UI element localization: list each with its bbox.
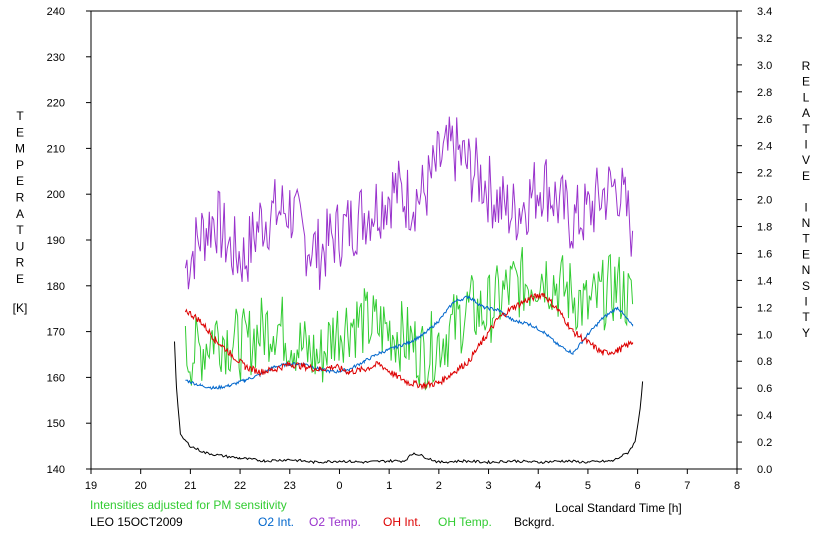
- y-left-label-letter: E: [16, 272, 24, 286]
- y-right-tick-label: 1.6: [757, 248, 772, 260]
- y-right-tick-label: 0.8: [757, 356, 772, 368]
- y-left-label-letter: A: [16, 207, 24, 221]
- legend-entry-bckgrd: Bckgrd.: [514, 515, 555, 529]
- y-left-unit: [K]: [13, 301, 28, 315]
- y-left-tick-label: 230: [47, 52, 65, 64]
- y-left-label-letter: R: [16, 256, 25, 270]
- y-left-label-letter: M: [15, 142, 25, 156]
- y-right-label-letter: E: [802, 247, 810, 261]
- y-right-label-letter: T: [802, 310, 810, 324]
- y-right-label-letter: V: [802, 153, 810, 167]
- x-tick-label: 4: [535, 480, 541, 492]
- y-right-tick-label: 0.2: [757, 437, 772, 449]
- y-right-label-letter: I: [804, 200, 807, 214]
- y-right-tick-label: 0.6: [757, 383, 772, 395]
- y-right-tick-label: 3.2: [757, 33, 772, 45]
- y-right-label-letter: R: [802, 59, 811, 73]
- series-group: [174, 116, 644, 465]
- y-right-tick-label: 0.0: [757, 464, 772, 476]
- y-left-tick-label: 190: [47, 235, 65, 247]
- series-line-oh-int: [184, 292, 634, 391]
- x-tick-label: 0: [336, 480, 342, 492]
- x-tick-label: 7: [684, 480, 690, 492]
- y-left-tick-label: 180: [47, 281, 65, 293]
- series-line-bckgrd: [174, 341, 644, 465]
- y-left-tick-label: 150: [47, 418, 65, 430]
- x-tick-label: 19: [85, 480, 97, 492]
- y-right-tick-label: 2.8: [757, 87, 772, 99]
- legend-entry-o2-temp: O2 Temp.: [309, 515, 361, 529]
- y-right-label-letter: E: [802, 75, 810, 89]
- x-axis-label: Local Standard Time [h]: [555, 501, 682, 515]
- axes: 19 20 21 22 23 0 1 2 3 4 5 6 7 8140150160170180190200…: [47, 6, 773, 492]
- y-left-tick-label: 200: [47, 189, 65, 201]
- y-right-label-letter: Y: [802, 326, 810, 340]
- y-right-label-letter: N: [802, 263, 811, 277]
- sensitivity-note: Intensities adjusted for PM sensitivity: [90, 498, 287, 512]
- y-left-tick-label: 140: [47, 464, 65, 476]
- legend-entry-oh-int: OH Int.: [383, 515, 421, 529]
- y-right-tick-label: 3.4: [757, 6, 772, 18]
- y-right-label-letter: S: [802, 279, 810, 293]
- y-right-tick-label: 0.4: [757, 410, 772, 422]
- series-line-o2-int: [185, 294, 634, 391]
- y-right-label-letter: A: [802, 106, 810, 120]
- y-left-label-letter: U: [16, 239, 25, 253]
- y-left-label-letter: T: [16, 223, 24, 237]
- y-left-tick-label: 170: [47, 327, 65, 339]
- y-left-tick-label: 160: [47, 372, 65, 384]
- legend-entry-o2-int: O2 Int.: [258, 515, 294, 529]
- series-line-oh-temp: [184, 247, 634, 391]
- y-right-label-letter: T: [802, 232, 810, 246]
- y-right-tick-label: 3.0: [757, 60, 772, 72]
- legend-entry-oh-temp: OH Temp.: [438, 515, 492, 529]
- y-right-label-letter: L: [803, 90, 810, 104]
- y-left-tick-label: 220: [47, 98, 65, 110]
- x-tick-label: 1: [386, 480, 392, 492]
- series-line-o2-temp: [184, 116, 634, 290]
- y-right-tick-label: 1.0: [757, 329, 772, 341]
- y-left-label-letter: P: [16, 158, 24, 172]
- legend: Intensities adjusted for PM sensitivity L…: [90, 498, 682, 529]
- y-right-tick-label: 2.0: [757, 195, 772, 207]
- x-tick-label: 5: [585, 480, 591, 492]
- x-tick-label: 23: [284, 480, 296, 492]
- plot-frame: [90, 10, 738, 470]
- x-tick-label: 8: [734, 480, 740, 492]
- station-date: LEO 15OCT2009: [90, 515, 183, 529]
- y-right-tick-label: 2.4: [757, 141, 772, 153]
- x-tick-label: 6: [635, 480, 641, 492]
- y-right-tick-label: 1.8: [757, 222, 772, 234]
- y-right-tick-label: 1.4: [757, 275, 772, 287]
- y-left-tick-label: 240: [47, 6, 65, 18]
- x-tick-label: 22: [234, 480, 246, 492]
- x-tick-label: 2: [436, 480, 442, 492]
- y-left-label-letter: T: [16, 109, 24, 123]
- x-tick-label: 20: [135, 480, 147, 492]
- x-tick-label: 21: [184, 480, 196, 492]
- y-left-label-letter: E: [16, 125, 24, 139]
- y-right-label-letter: I: [804, 295, 807, 309]
- y-right-label-letter: T: [802, 122, 810, 136]
- y-left-tick-label: 210: [47, 143, 65, 155]
- y-right-label-letter: E: [802, 169, 810, 183]
- y-right-tick-label: 2.2: [757, 168, 772, 180]
- y-left-label-letter: R: [16, 191, 25, 205]
- y-right-tick-label: 1.2: [757, 302, 772, 314]
- y-right-tick-label: 2.6: [757, 114, 772, 126]
- x-tick-label: 3: [485, 480, 491, 492]
- y-right-label-letter: I: [804, 138, 807, 152]
- y-left-label-letter: E: [16, 174, 24, 188]
- y-right-label-letter: N: [802, 216, 811, 230]
